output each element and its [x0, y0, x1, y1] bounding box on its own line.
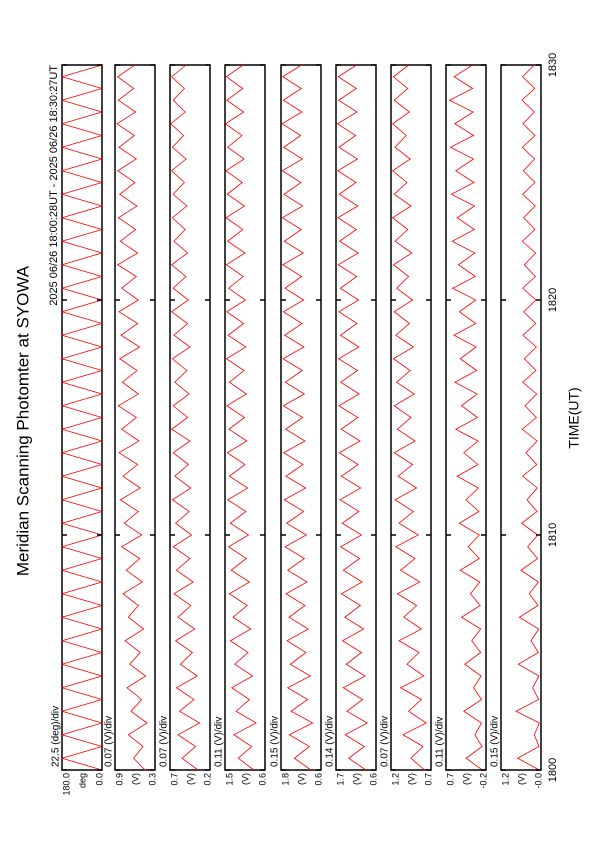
panel-frame: [280, 64, 322, 771]
scale-label: 0.07 (V)/div: [104, 716, 115, 767]
y-tick-label: 0.7: [423, 773, 433, 786]
y-unit: (V): [406, 773, 416, 785]
y-unit: (V): [461, 773, 471, 785]
data-line: [224, 64, 257, 771]
y-tick-label: 0.6: [313, 773, 323, 786]
y-unit: (V): [130, 773, 140, 785]
x-tick-label: 1830: [547, 53, 559, 77]
y-tick-label: 1.8: [280, 773, 290, 786]
y-unit: (V): [516, 773, 526, 785]
panel-frame: [500, 64, 542, 771]
scale-label: 0.11 (V)/div: [435, 717, 446, 767]
y-tick-label: 0.6: [368, 773, 378, 786]
chart-title: Meridian Scanning Photomter at SYOWA: [13, 265, 32, 576]
y-unit: (V): [351, 773, 361, 785]
x-axis-label: TIME(UT): [566, 387, 582, 448]
rotated-plot: Meridian Scanning Photomter at SYOWA 202…: [13, 53, 581, 796]
y-tick-label: 1.2: [500, 773, 510, 786]
panel-frame: [61, 64, 103, 771]
data-line: [391, 64, 427, 771]
y-tick-label: 0.0: [94, 773, 104, 786]
y-tick-label: 0.7: [169, 773, 179, 786]
x-tick-label: 1800: [547, 758, 559, 782]
y-tick-label: 0.9: [114, 773, 124, 786]
panel-frame: [114, 64, 156, 771]
y-unit: (V): [240, 773, 250, 785]
data-line: [448, 64, 483, 771]
y-tick-label: 1.2: [390, 773, 400, 786]
y-tick-label: 0.3: [147, 773, 157, 786]
y-tick-label: 1.5: [224, 773, 234, 786]
x-tick-label: 1810: [547, 523, 559, 547]
y-tick-label: 1.7: [335, 773, 345, 786]
scale-label: 0.07 (V)/div: [380, 716, 391, 767]
scale-label: 0.14 (V)/div: [325, 716, 336, 767]
scale-label: 0.07 (V)/div: [159, 716, 170, 767]
y-tick-label: -0.2: [478, 773, 488, 789]
y-tick-label: 0.2: [202, 773, 212, 786]
data-line: [336, 64, 369, 771]
scale-label: 0.15 (V)/div: [270, 716, 281, 767]
data-line: [515, 64, 540, 771]
data-line: [170, 64, 201, 771]
y-tick-label: 0.6: [257, 773, 267, 786]
panel-frame: [445, 64, 487, 771]
data-line: [60, 64, 104, 771]
data-line: [281, 64, 314, 771]
scale-label: 0.11 (V)/div: [214, 717, 225, 767]
y-unit: deg: [77, 773, 87, 788]
y-tick-label: 180.0: [61, 773, 71, 796]
scale-label: 22.5 (deg)/div: [51, 706, 62, 767]
scale-label: 0.15 (V)/div: [490, 716, 501, 767]
panel-frame: [335, 64, 377, 771]
panel-frame: [169, 64, 211, 771]
y-tick-label: -0.0: [533, 773, 543, 789]
data-line: [116, 64, 148, 771]
chart-subtitle: 2025 06/26 18:00:28UT - 2025 06/26 18:30…: [48, 65, 60, 306]
y-tick-label: 0.7: [445, 773, 455, 786]
x-tick-label: 1820: [547, 288, 559, 312]
y-unit: (V): [296, 773, 306, 785]
y-unit: (V): [185, 773, 195, 785]
